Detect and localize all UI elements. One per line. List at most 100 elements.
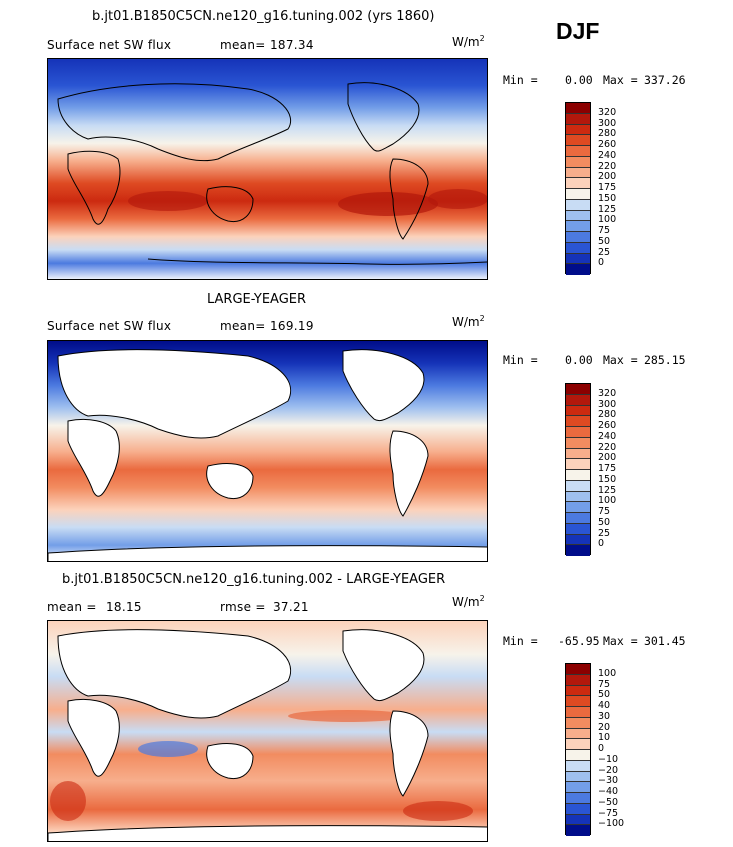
colorbar-swatch	[566, 232, 590, 243]
colorbar-swatch	[566, 771, 590, 783]
colorbar-swatch	[566, 178, 590, 189]
panel-3-map	[47, 620, 488, 842]
colorbar-swatch	[566, 739, 590, 750]
panel-1-max-label: Max =	[603, 73, 638, 87]
colorbar-swatch	[566, 167, 590, 179]
colorbar-swatch	[566, 221, 590, 232]
colorbar-tick-label: 30	[598, 710, 611, 722]
colorbar-tick-label: −50	[598, 796, 619, 808]
panel-1-mean-value: 187.34	[270, 38, 314, 52]
colorbar-tick-label: 220	[598, 160, 617, 172]
panel-2-mean-value: 169.19	[270, 319, 314, 333]
colorbar-swatch	[566, 146, 590, 157]
colorbar-swatch	[566, 707, 590, 718]
colorbar-swatch	[566, 427, 590, 438]
panel-3-rmse-value: 37.21	[273, 600, 309, 614]
colorbar-swatch	[566, 199, 590, 211]
colorbar-swatch	[566, 448, 590, 460]
colorbar-tick-label: 150	[598, 192, 617, 204]
colorbar-swatch	[566, 210, 590, 222]
colorbar-swatch	[566, 793, 590, 804]
panel-2-max-value: 285.15	[644, 353, 686, 367]
colorbar-tick-label: 125	[598, 203, 617, 215]
colorbar-tick-label: −100	[598, 818, 625, 830]
colorbar-tick-label: 50	[598, 235, 611, 247]
colorbar-tick-label: 260	[598, 420, 617, 431]
panel-2-colorbar	[565, 383, 591, 556]
colorbar-swatch	[566, 124, 590, 136]
colorbar-tick-label: 125	[598, 484, 617, 496]
panel-3-max-label: Max =	[603, 634, 638, 648]
colorbar-tick-label: 0	[598, 538, 605, 550]
colorbar-swatch	[566, 103, 590, 114]
panel-2-min-label: Min =	[503, 353, 538, 367]
colorbar-swatch	[566, 470, 590, 481]
panel-1-min-value: 0.00	[565, 73, 593, 87]
colorbar-swatch	[566, 803, 590, 815]
panel-1-map-svg	[48, 59, 487, 279]
colorbar-tick-label: 200	[598, 171, 617, 183]
colorbar-swatch	[566, 135, 590, 146]
colorbar-swatch	[566, 685, 590, 697]
colorbar-swatch	[566, 416, 590, 427]
colorbar-swatch	[566, 394, 590, 406]
panel-1-map	[47, 58, 488, 280]
colorbar-swatch	[566, 760, 590, 772]
colorbar-tick-label: 100	[598, 667, 617, 679]
colorbar-swatch	[566, 782, 590, 793]
colorbar-swatch	[566, 664, 590, 675]
colorbar-swatch	[566, 437, 590, 449]
colorbar-tick-label: 240	[598, 430, 617, 442]
colorbar-tick-label: 300	[598, 398, 617, 410]
colorbar-tick-label: 40	[598, 700, 611, 711]
colorbar-swatch	[566, 253, 590, 265]
panel-3-max-value: 301.45	[644, 634, 686, 648]
colorbar-tick-label: −75	[598, 807, 619, 819]
colorbar-swatch	[566, 264, 590, 275]
panel-3-min-label: Min =	[503, 634, 538, 648]
colorbar-swatch	[566, 242, 590, 254]
colorbar-tick-label: 175	[598, 463, 617, 474]
colorbar-swatch	[566, 696, 590, 707]
colorbar-tick-label: 75	[598, 678, 611, 690]
panel-2-variable: Surface net SW flux	[47, 319, 172, 333]
colorbar-tick-label: 50	[598, 516, 611, 528]
colorbar-tick-label: 320	[598, 106, 617, 118]
panel-3-rmse-label: rmse =	[220, 600, 266, 614]
panel-2-min-value: 0.00	[565, 353, 593, 367]
colorbar-swatch	[566, 480, 590, 492]
panel-3-min-value: -65.95	[558, 634, 600, 648]
colorbar-swatch	[566, 750, 590, 761]
panel-1-variable: Surface net SW flux	[47, 38, 172, 52]
panel-3-mean-label: mean =	[47, 600, 97, 614]
colorbar-tick-label: 280	[598, 128, 617, 140]
colorbar-swatch	[566, 189, 590, 200]
colorbar-swatch	[566, 113, 590, 125]
panel-2-map-svg	[48, 341, 487, 561]
colorbar-tick-label: 220	[598, 441, 617, 453]
colorbar-tick-label: −10	[598, 753, 619, 765]
colorbar-tick-label: 100	[598, 214, 617, 226]
colorbar-tick-label: 320	[598, 387, 617, 399]
colorbar-swatch	[566, 523, 590, 535]
colorbar-tick-label: 300	[598, 117, 617, 129]
colorbar-swatch	[566, 545, 590, 556]
panel-2-map	[47, 340, 488, 562]
colorbar-swatch	[566, 384, 590, 395]
season-label: DJF	[556, 18, 600, 44]
colorbar-swatch	[566, 534, 590, 546]
colorbar-swatch	[566, 405, 590, 417]
colorbar-swatch	[566, 156, 590, 168]
panel-2-title: LARGE-YEAGER	[207, 292, 307, 307]
colorbar-tick-label: 260	[598, 139, 617, 150]
colorbar-tick-label: 150	[598, 473, 617, 485]
colorbar-tick-label: 0	[598, 257, 605, 269]
panel-3-map-svg	[48, 621, 487, 841]
colorbar-tick-label: −20	[598, 764, 619, 776]
colorbar-swatch	[566, 825, 590, 836]
panel-1-title: b.jt01.B1850C5CN.ne120_g16.tuning.002 (y…	[92, 9, 435, 24]
colorbar-swatch	[566, 491, 590, 503]
panel-1-units: W/m2	[452, 34, 485, 49]
panel-1-max-value: 337.26	[644, 73, 686, 87]
colorbar-swatch	[566, 502, 590, 513]
